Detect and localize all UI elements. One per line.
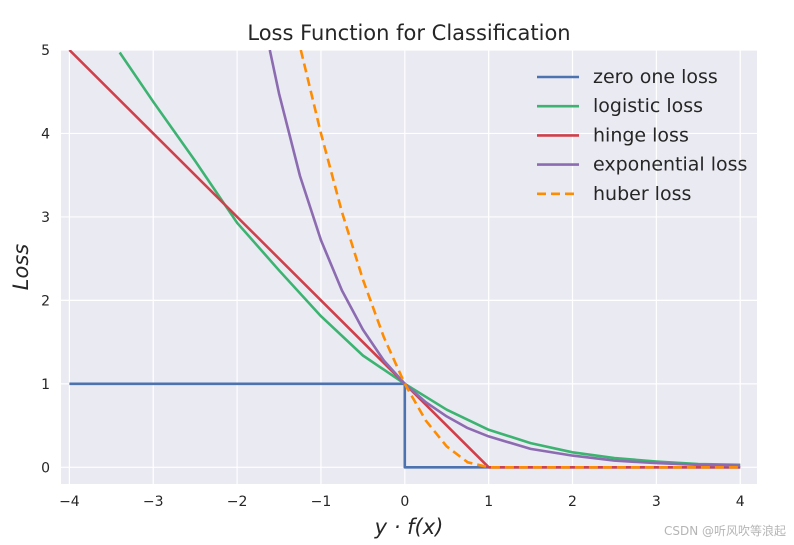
x-tick-label: 4 [736,494,745,510]
x-tick-label: 2 [568,494,577,510]
series-line-huber-loss [299,50,741,469]
legend-label: exponential loss [593,154,747,176]
y-axis-ticks: 0 1 2 3 4 5 [41,43,50,476]
x-axis-ticks: −4 −3 −2 −1 0 1 2 3 4 [59,494,745,510]
legend: zero one loss logistic loss hinge loss expo… [537,66,747,205]
y-tick-label: 1 [41,377,50,393]
x-axis-label: y · f(x) [374,515,444,539]
x-tick-label: −2 [227,494,248,510]
y-tick-label: 5 [41,43,50,59]
y-tick-label: 4 [41,126,50,142]
plot-area [61,50,757,484]
series-line-exponential-loss [268,50,741,467]
legend-label: huber loss [593,183,691,205]
watermark: CSDN @听风吹等浪起 [663,524,786,538]
y-axis-label: Loss [9,244,33,290]
legend-label: zero one loss [593,66,718,88]
x-tick-label: 3 [652,494,661,510]
x-tick-label: −3 [143,494,164,510]
y-tick-label: 0 [41,460,50,476]
series-layer [68,50,741,469]
series-line-logistic-loss [118,51,741,467]
x-tick-label: 0 [400,494,409,510]
y-tick-label: 3 [41,210,50,226]
legend-label: logistic loss [593,95,703,117]
chart-title: Loss Function for Classification [247,21,570,45]
legend-label: hinge loss [593,124,689,146]
series-line-hinge-loss [68,50,741,469]
x-tick-label: −4 [59,494,80,510]
x-tick-label: −1 [311,494,332,510]
y-tick-label: 2 [41,293,50,309]
x-tick-label: 1 [484,494,493,510]
